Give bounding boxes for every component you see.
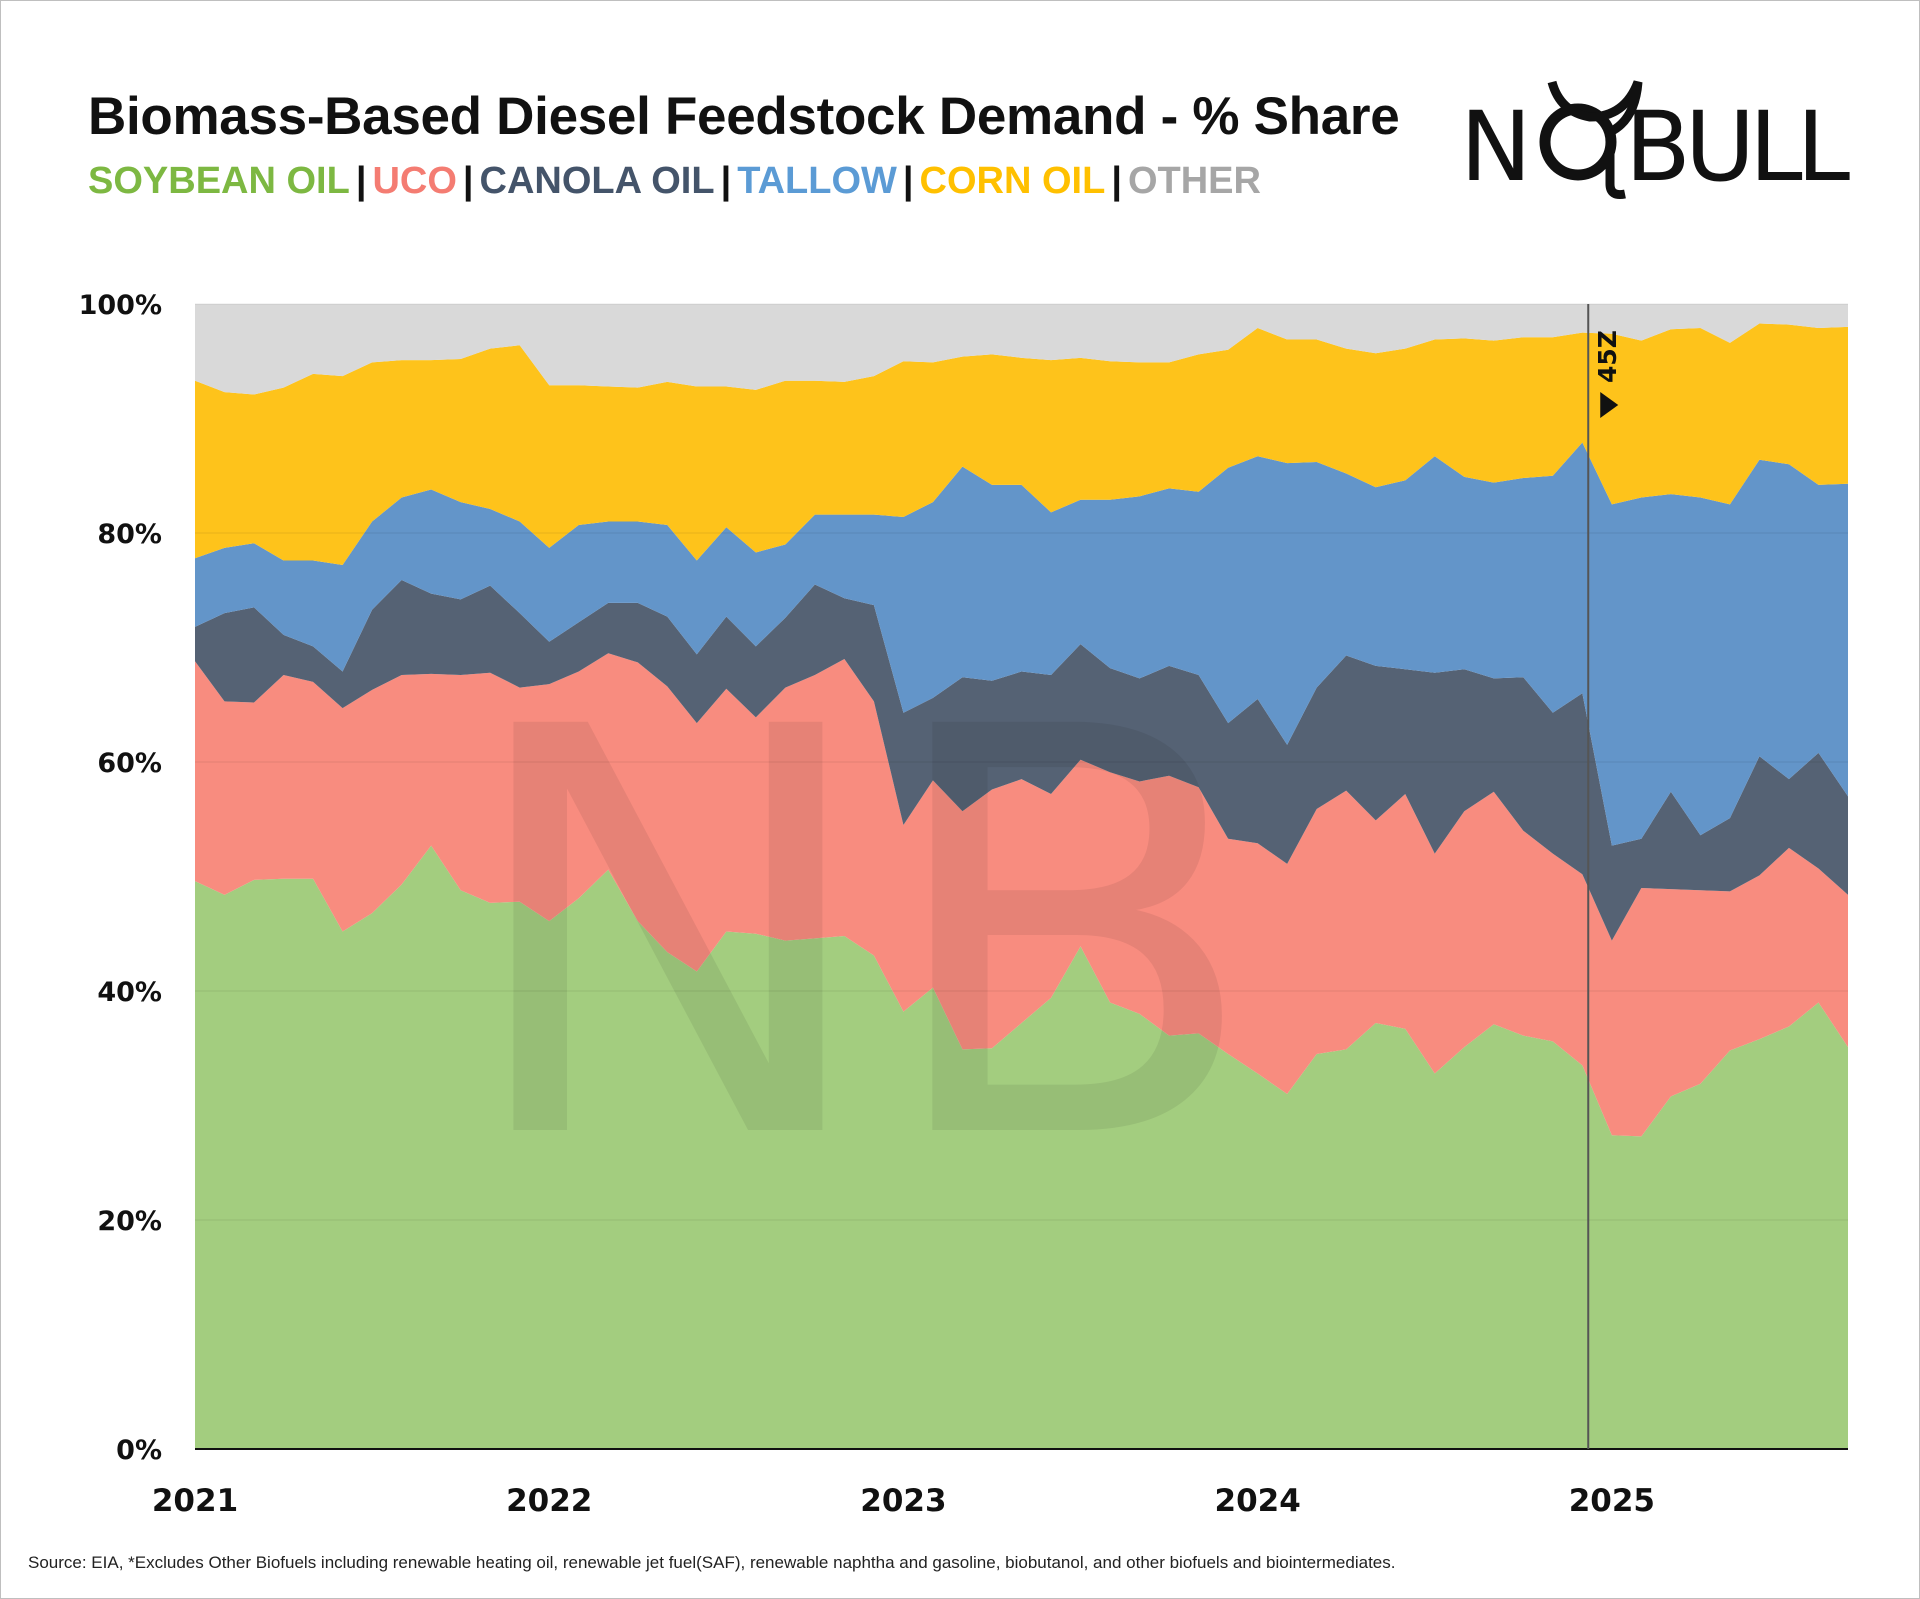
chart-title: Biomass-Based Diesel Feedstock Demand - … [88,87,1400,146]
triangle-marker-icon [1600,392,1619,418]
legend-separator: | [720,160,732,202]
x-tick-label: 2022 [506,1483,592,1519]
watermark-nb: NB [458,611,1261,1263]
y-tick-label: 80% [97,519,162,550]
area-soybean-oil [195,845,1848,1449]
svg-text:BULL: BULL [1625,91,1850,202]
legend-separator: | [1111,160,1122,202]
no-bull-logo: N BULL [1460,80,1850,202]
area-corn-oil [195,323,1848,566]
source-note: Source: EIA, *Excludes Other Biofuels in… [28,1553,1396,1572]
legend-separator: | [355,160,367,202]
x-tick-label: 2021 [152,1483,238,1519]
legend-canola-oil: CANOLA OIL [479,160,715,202]
y-tick-label: 40% [97,977,162,1008]
x-tick-label: 2025 [1569,1483,1655,1519]
area-other [195,304,1848,395]
y-tick-label: 60% [97,748,162,779]
legend-separator: | [462,160,474,202]
legend-corn-oil: CORN OIL [919,160,1106,202]
x-tick-label: 2023 [860,1483,946,1519]
annotation-label-45z: 45Z [1593,330,1622,383]
area-uco [195,653,1848,1137]
legend-soybean-oil: SOYBEAN OIL [88,160,350,202]
y-tick-label: 100% [79,290,162,321]
y-tick-label: 20% [97,1206,162,1237]
legend-separator: | [902,160,914,202]
legend: SOYBEAN OIL | UCO | CANOLA OIL | TALLOW | CORN O… [88,160,1261,203]
legend-other: OTHER [1127,160,1261,202]
legend-tallow: TALLOW [737,160,897,202]
area-tallow [195,442,1848,846]
svg-text:N: N [1460,91,1528,202]
x-tick-label: 2024 [1215,1483,1301,1519]
legend-uco: UCO [372,160,457,202]
area-canola-oil [195,579,1848,941]
y-tick-label: 0% [116,1435,162,1466]
